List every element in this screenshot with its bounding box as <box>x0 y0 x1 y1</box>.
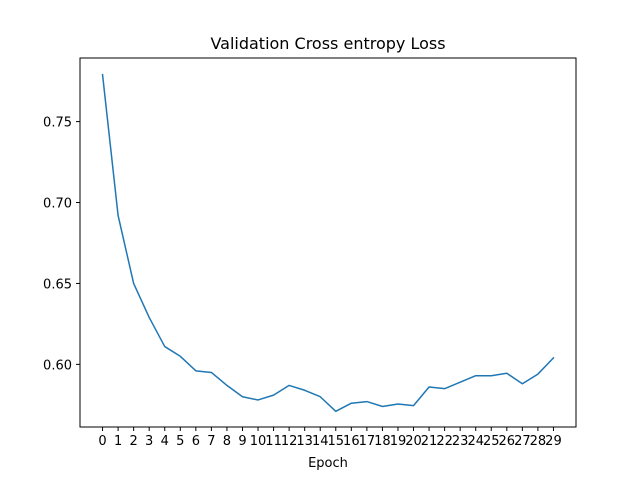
x-tick-label: 10 <box>250 434 267 449</box>
chart-title: Validation Cross entropy Loss <box>210 34 445 53</box>
x-tick-label: 26 <box>499 434 516 449</box>
x-tick-label: 20 <box>405 434 422 449</box>
series-line <box>101 73 555 413</box>
x-tick-label: 19 <box>390 434 407 449</box>
x-tick-label: 8 <box>223 434 231 449</box>
x-tick-label: 16 <box>343 434 360 449</box>
y-tick-label: 0.60 <box>43 358 72 373</box>
x-tick-label: 7 <box>207 434 215 449</box>
x-tick-label: 0 <box>98 434 106 449</box>
y-tick-label: 0.65 <box>43 277 72 292</box>
x-tick-label: 11 <box>265 434 282 449</box>
x-tick-label: 9 <box>238 434 246 449</box>
y-tick-label: 0.75 <box>43 116 72 131</box>
x-tick-label: 6 <box>192 434 200 449</box>
plot-area: 0 1 2 3 4 5 6 7 8 9 10 11 12 13 14 15 16 17 18 19 20 21 22 23 24… <box>43 73 562 449</box>
x-tick-label: 4 <box>161 434 169 449</box>
x-tick-label: 29 <box>545 434 562 449</box>
x-tick-label: 1 <box>114 434 122 449</box>
x-tick-label: 15 <box>328 434 345 449</box>
x-tick-label: 18 <box>374 434 391 449</box>
x-tick-label: 14 <box>312 434 329 449</box>
x-tick-label: 24 <box>467 434 484 449</box>
x-tick-label: 22 <box>436 434 453 449</box>
plot-frame <box>79 57 577 428</box>
x-tick-label: 28 <box>530 434 547 449</box>
x-tick-label: 13 <box>296 434 313 449</box>
x-tick-label: 2 <box>130 434 138 449</box>
y-tick-label: 0.70 <box>43 197 72 212</box>
x-tick-label: 17 <box>359 434 376 449</box>
x-tick-label: 25 <box>483 434 500 449</box>
x-tick-label: 27 <box>514 434 531 449</box>
x-tick-label: 5 <box>176 434 184 449</box>
x-tick-label: 12 <box>281 434 298 449</box>
x-tick-label: 23 <box>452 434 469 449</box>
x-tick-label: 3 <box>145 434 153 449</box>
x-tick-label: 21 <box>421 434 438 449</box>
x-axis-label: Epoch <box>308 456 348 471</box>
